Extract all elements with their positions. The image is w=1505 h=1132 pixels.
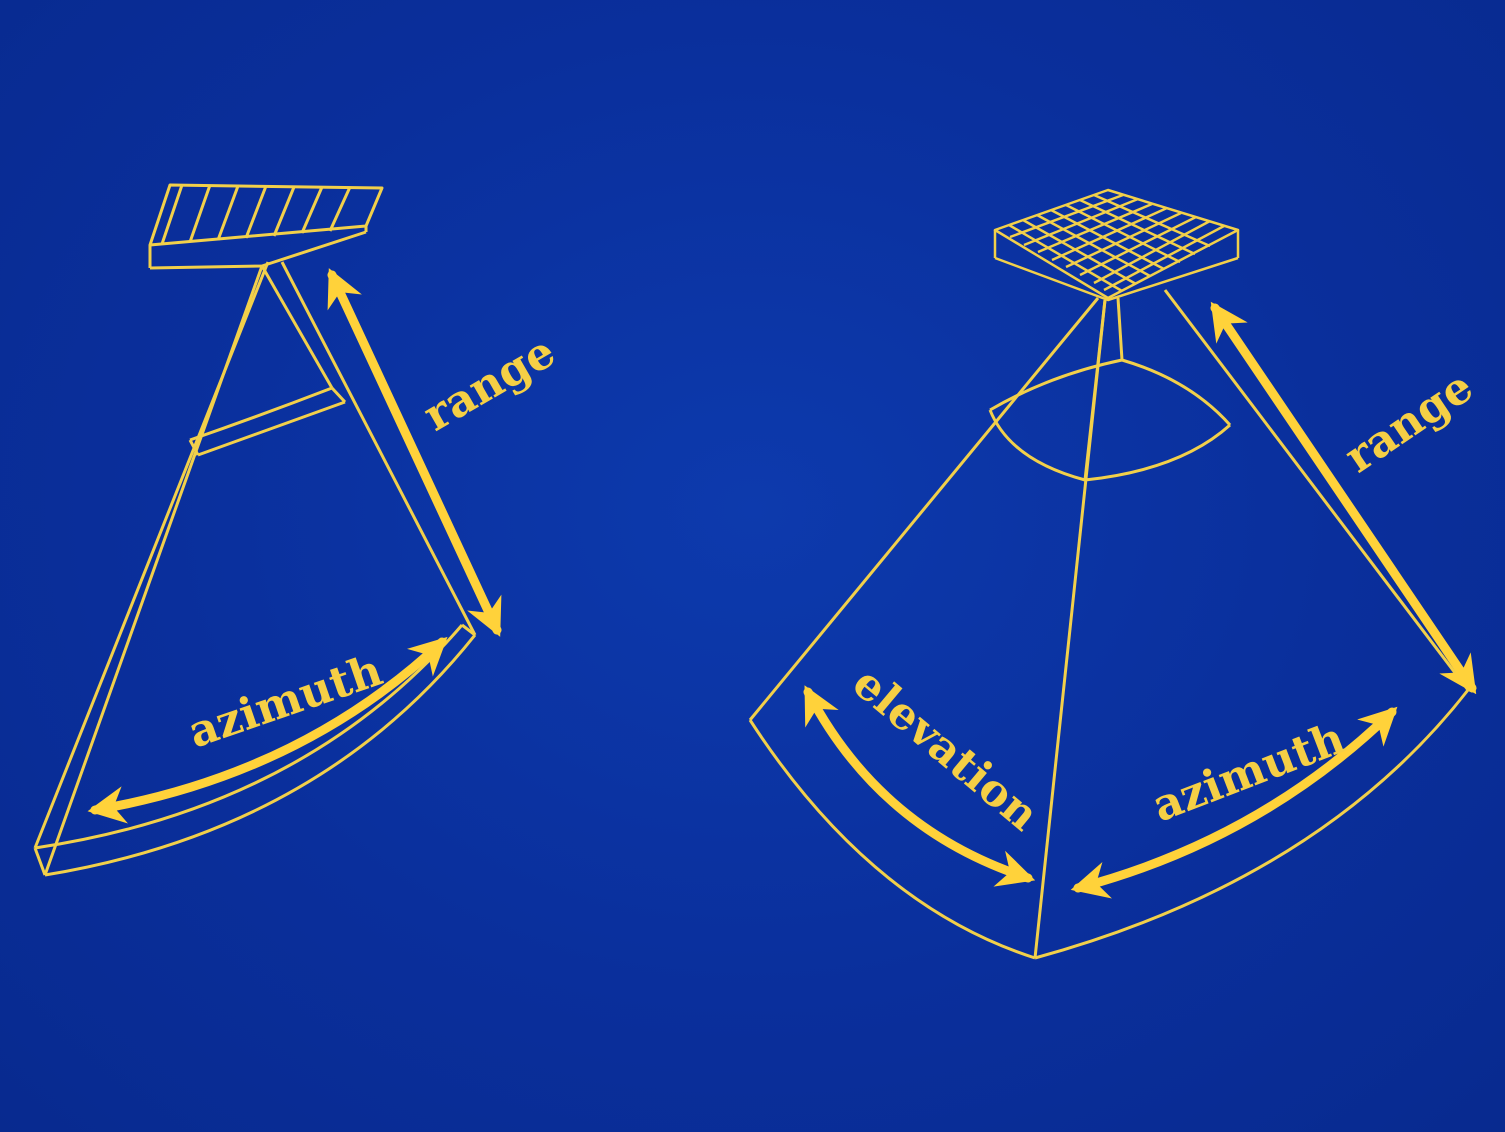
fan-beam bbox=[33, 261, 477, 877]
planar-array-beam bbox=[748, 188, 1470, 960]
right-elevation-arrow bbox=[803, 685, 1036, 887]
left-arrows bbox=[87, 268, 502, 824]
right-range-label: range bbox=[1336, 361, 1483, 483]
planar-array-antenna bbox=[993, 188, 1240, 302]
linear-array-beam bbox=[33, 183, 477, 877]
right-range-arrow bbox=[1210, 301, 1477, 695]
linear-array-antenna bbox=[148, 183, 384, 270]
right-arrows bbox=[803, 301, 1477, 899]
right-elevation-label: elevation bbox=[843, 657, 1048, 841]
right-azimuth-arrow bbox=[1070, 706, 1398, 899]
left-azimuth-arrow bbox=[87, 636, 448, 824]
left-range-arrow bbox=[327, 268, 502, 637]
left-range-label: range bbox=[415, 326, 564, 441]
left-azimuth-label: azimuth bbox=[182, 645, 389, 759]
pencil-beam bbox=[748, 289, 1470, 960]
